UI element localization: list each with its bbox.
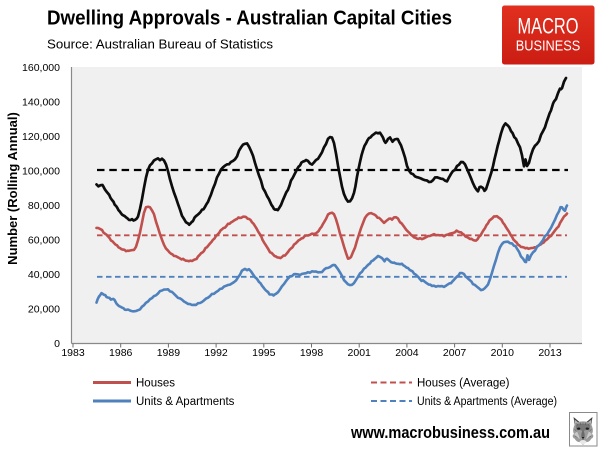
svg-text:1983: 1983 (61, 347, 85, 359)
svg-text:1986: 1986 (109, 347, 133, 359)
svg-text:2007: 2007 (443, 347, 467, 359)
svg-text:2004: 2004 (395, 347, 419, 359)
svg-text:Dwelling Approvals - Australia: Dwelling Approvals - Australian Capital … (47, 8, 452, 30)
svg-text:1998: 1998 (300, 347, 324, 359)
svg-text:1989: 1989 (157, 347, 181, 359)
svg-text:160,000: 160,000 (22, 62, 60, 74)
svg-text:120,000: 120,000 (22, 131, 60, 143)
svg-text:MACRO: MACRO (518, 14, 579, 39)
svg-text:2010: 2010 (491, 347, 515, 359)
svg-text:Houses (Average): Houses (Average) (417, 378, 510, 390)
svg-text:100,000: 100,000 (22, 166, 60, 178)
svg-text:Source: Australian Bureau of S: Source: Australian Bureau of Statistics (47, 37, 274, 52)
svg-text:Units & Apartments: Units & Apartments (136, 396, 235, 408)
svg-text:0: 0 (54, 338, 60, 350)
svg-text:60,000: 60,000 (28, 235, 60, 247)
svg-text:20,000: 20,000 (28, 304, 60, 316)
svg-text:2013: 2013 (538, 347, 562, 359)
svg-text:140,000: 140,000 (22, 97, 60, 109)
svg-text:1992: 1992 (204, 347, 228, 359)
svg-text:40,000: 40,000 (28, 269, 60, 281)
svg-text:BUSINESS: BUSINESS (516, 38, 581, 55)
svg-text:80,000: 80,000 (28, 200, 60, 212)
svg-text:Number (Rolling Annual): Number (Rolling Annual) (5, 112, 20, 265)
svg-text:Units & Apartments (Average): Units & Apartments (Average) (417, 396, 557, 408)
svg-text:2001: 2001 (348, 347, 372, 359)
svg-text:www.macrobusiness.com.au: www.macrobusiness.com.au (350, 423, 550, 442)
svg-text:Houses: Houses (136, 378, 175, 390)
svg-text:1995: 1995 (252, 347, 276, 359)
